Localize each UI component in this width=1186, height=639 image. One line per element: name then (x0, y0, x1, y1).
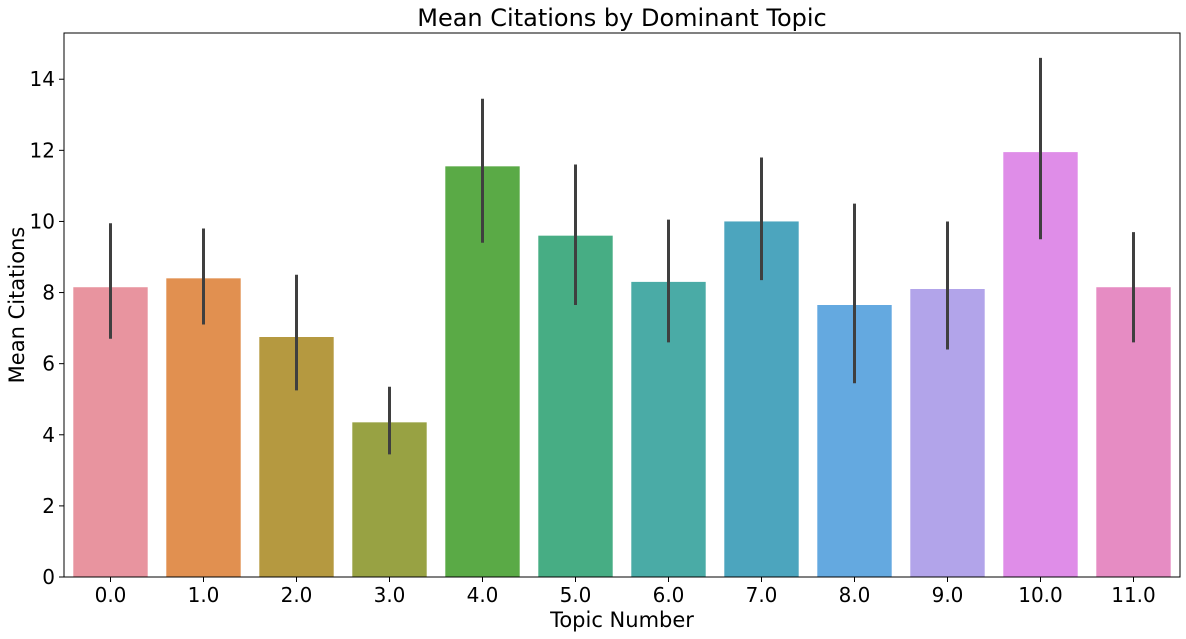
x-tick-label: 6.0 (653, 583, 685, 607)
bar-1.0 (166, 278, 241, 577)
y-axis-label: Mean Citations (5, 227, 29, 384)
x-tick-label: 1.0 (188, 583, 220, 607)
x-tick-label: 9.0 (932, 583, 964, 607)
y-tick-label: 4 (42, 423, 55, 447)
y-tick-label: 0 (42, 565, 55, 589)
plot-frame (63, 32, 1181, 578)
y-tick-label: 14 (30, 67, 55, 91)
x-tick-label: 5.0 (560, 583, 592, 607)
x-axis-ticks: 0.0 1.0 2.0 3.0 4.0 5.0 6.0 7.0 8.0 9.0 10.0 11.0 (95, 577, 1156, 607)
x-tick-label: 3.0 (374, 583, 406, 607)
y-tick-label: 12 (30, 138, 55, 162)
y-tick-label: 2 (42, 494, 55, 518)
y-tick-label: 8 (42, 281, 55, 305)
x-tick-label: 4.0 (467, 583, 499, 607)
y-tick-label: 6 (42, 352, 55, 376)
bar-7.0 (724, 221, 799, 577)
y-tick-label: 10 (30, 209, 55, 233)
x-tick-label: 10.0 (1018, 583, 1063, 607)
x-tick-label: 11.0 (1111, 583, 1156, 607)
chart-title: Mean Citations by Dominant Topic (417, 4, 826, 32)
y-axis-ticks: 0 2 4 6 8 10 12 14 (30, 67, 64, 589)
x-tick-label: 8.0 (839, 583, 871, 607)
x-tick-label: 0.0 (95, 583, 127, 607)
bars-group (73, 152, 1171, 578)
x-axis-label: Topic Number (549, 608, 694, 632)
x-tick-label: 7.0 (746, 583, 778, 607)
x-tick-label: 2.0 (281, 583, 313, 607)
error-bars-group (109, 57, 1135, 455)
